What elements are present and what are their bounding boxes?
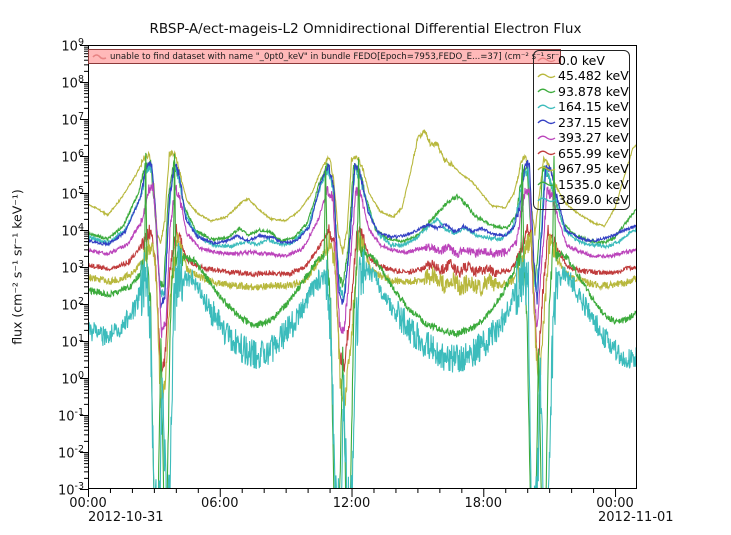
legend-item-label: 393.27 keV xyxy=(558,130,629,146)
y-axis-label: flux (cm⁻² s⁻¹ sr⁻¹ keV⁻¹) xyxy=(9,189,25,345)
error-banner-text: unable to find dataset with name "_0pt0_… xyxy=(110,51,561,62)
y-tick-label: 10-3 xyxy=(57,481,84,499)
y-tick-label: 104 xyxy=(61,222,84,240)
legend-item-label: 655.99 keV xyxy=(558,145,629,161)
x-tick-label: 06:00 xyxy=(201,496,239,511)
series-line-3869-0-keV xyxy=(88,242,637,489)
legend-line-sample-icon xyxy=(537,181,556,187)
legend-item[interactable]: 164.15 keV xyxy=(534,99,629,114)
y-tick-label: 10-2 xyxy=(57,444,84,462)
legend-item-label: 45.482 keV xyxy=(558,68,629,84)
series-line-393-27-keV xyxy=(88,182,637,338)
x-tick-label: 00:00 xyxy=(69,496,107,511)
legend-line-sample-icon xyxy=(537,166,556,171)
legend-item[interactable]: 0.0 keV xyxy=(534,53,629,68)
legend-item[interactable]: 393.27 keV xyxy=(534,130,629,145)
start-date-label: 2012-10-31 xyxy=(88,510,164,525)
legend-item[interactable]: 655.99 keV xyxy=(534,146,629,161)
y-tick-label: 100 xyxy=(61,370,84,388)
y-tick-label: 101 xyxy=(61,333,84,351)
legend-item-label: 237.15 keV xyxy=(558,114,629,130)
legend-item[interactable]: 45.482 keV xyxy=(534,68,629,83)
error-banner[interactable]: unable to find dataset with name "_0pt0_… xyxy=(88,49,561,64)
y-tick-label: 106 xyxy=(61,148,84,166)
legend-line-sample-icon xyxy=(537,119,556,125)
error-line-sample-icon xyxy=(92,53,107,59)
legend-item[interactable]: 3869.0 keV xyxy=(534,192,629,207)
legend-item[interactable]: 237.15 keV xyxy=(534,115,629,130)
y-tick-label: 108 xyxy=(61,74,84,92)
x-tick-label: 00:00 xyxy=(596,496,634,511)
axes xyxy=(80,45,637,497)
legend-line-sample-icon xyxy=(537,57,556,63)
legend-item[interactable]: 967.95 keV xyxy=(534,161,629,176)
y-tick-label: 109 xyxy=(61,37,84,55)
x-tick-label: 18:00 xyxy=(464,496,502,511)
x-tick-label: 12:00 xyxy=(332,496,371,511)
legend[interactable]: 0.0 keV 45.482 keV 93.878 keV 164.15 keV 237… xyxy=(533,50,630,210)
data-curves xyxy=(88,129,637,489)
y-tick-label: 107 xyxy=(61,111,84,129)
legend-item-label: 3869.0 keV xyxy=(558,192,629,208)
end-date-label: 2012-11-01 xyxy=(598,510,674,525)
legend-item-label: 1535.0 keV xyxy=(558,176,629,192)
legend-line-sample-icon xyxy=(537,150,556,156)
legend-item[interactable]: 1535.0 keV xyxy=(534,177,629,192)
y-tick-label: 103 xyxy=(61,259,84,277)
plot-title: RBSP-A/ect-mageis-L2 Omnidirectional Dif… xyxy=(149,21,582,37)
legend-item[interactable]: 93.878 keV xyxy=(534,84,629,99)
legend-line-sample-icon xyxy=(537,135,556,140)
legend-item-label: 93.878 keV xyxy=(558,83,629,99)
legend-item-label: 164.15 keV xyxy=(558,99,629,115)
series-line-237-15-keV xyxy=(88,159,637,310)
legend-line-sample-icon xyxy=(537,197,556,203)
legend-line-sample-icon xyxy=(537,73,556,78)
y-tick-label: 102 xyxy=(61,296,84,314)
y-tick-label: 10-1 xyxy=(57,407,84,425)
y-tick-label: 105 xyxy=(61,185,84,203)
legend-item-label: 0.0 keV xyxy=(558,52,605,68)
legend-line-sample-icon xyxy=(537,88,556,94)
series-line-1535-0-keV xyxy=(88,152,637,489)
legend-line-sample-icon xyxy=(537,104,556,109)
plot-border xyxy=(88,45,637,489)
legend-item-label: 967.95 keV xyxy=(558,161,629,177)
series-line-45-482-keV xyxy=(88,129,637,255)
